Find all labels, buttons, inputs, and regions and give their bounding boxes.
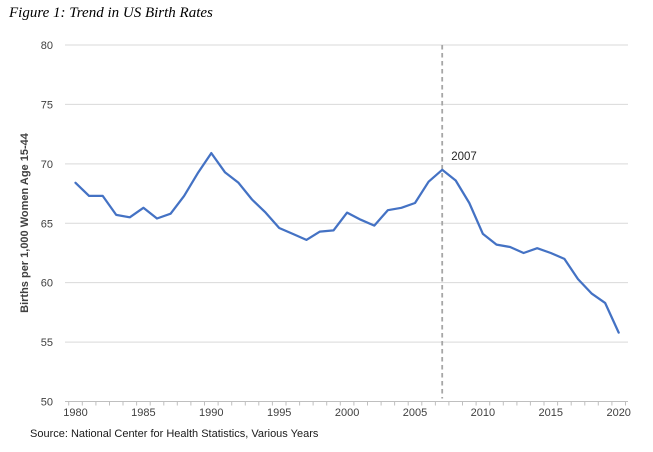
- svg-text:80: 80: [41, 40, 53, 52]
- svg-text:2005: 2005: [403, 407, 427, 419]
- svg-text:2000: 2000: [335, 407, 359, 419]
- figure-title: Figure 1: Trend in US Birth Rates: [9, 5, 213, 21]
- svg-text:1980: 1980: [63, 407, 87, 419]
- svg-text:65: 65: [41, 218, 53, 230]
- svg-text:2010: 2010: [471, 407, 495, 419]
- svg-text:50: 50: [41, 397, 53, 409]
- svg-text:1990: 1990: [199, 407, 223, 419]
- svg-text:2015: 2015: [539, 407, 563, 419]
- source-note: Source: National Center for Health Stati…: [30, 428, 319, 440]
- svg-text:70: 70: [41, 159, 53, 171]
- svg-text:75: 75: [41, 99, 53, 111]
- svg-text:1985: 1985: [131, 407, 155, 419]
- svg-text:1995: 1995: [267, 407, 291, 419]
- svg-text:2007: 2007: [451, 151, 477, 163]
- svg-text:60: 60: [41, 278, 53, 290]
- svg-text:2020: 2020: [606, 407, 630, 419]
- svg-text:55: 55: [41, 337, 53, 349]
